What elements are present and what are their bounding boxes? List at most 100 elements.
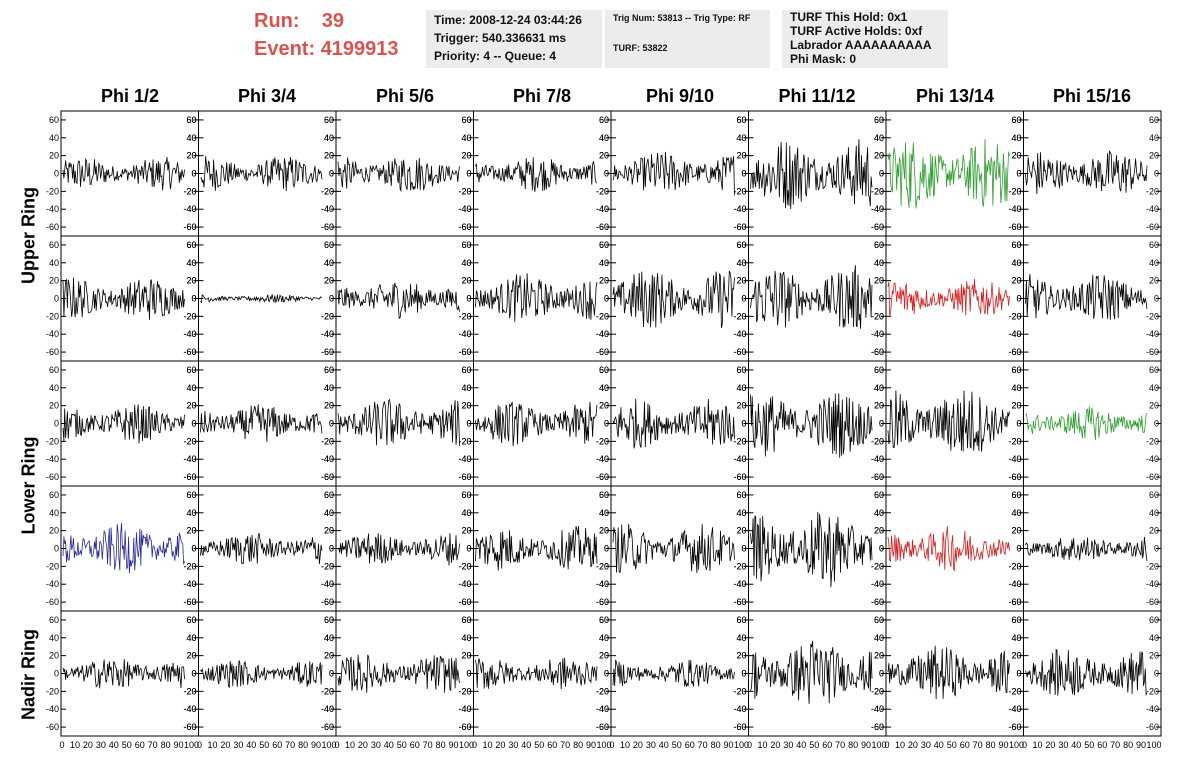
x-tick-label: 30 <box>1058 740 1068 750</box>
y-tick-label: 20 <box>186 651 196 661</box>
panel-r4-c5: -60 -60 -40 -40 -20 -20 0 0 20 20 40 40 60 60 <box>596 485 749 612</box>
y-tick-label: 0 <box>1016 294 1021 304</box>
y-tick-label: -60 <box>321 722 334 732</box>
y-tick-label: -20 <box>46 186 59 196</box>
y-tick-label-right: -40 <box>1146 704 1159 714</box>
y-tick-label-right: -40 <box>733 204 746 214</box>
x-tick-label: 80 <box>298 740 308 750</box>
y-tick-label-right: 60 <box>736 365 746 375</box>
y-tick-label: -20 <box>871 686 884 696</box>
y-tick-label-right: -60 <box>458 722 471 732</box>
y-tick-label: -60 <box>871 222 884 232</box>
y-tick-label-right: 40 <box>461 633 471 643</box>
y-tick-label: -60 <box>458 472 471 482</box>
waveform-trace <box>62 156 185 191</box>
panel-r3-c8: -60 -60 -40 -40 -20 -20 0 0 20 20 40 40 60 60 <box>1008 360 1162 487</box>
y-tick-label: -20 <box>458 686 471 696</box>
y-tick-label-right: 20 <box>874 151 884 161</box>
y-tick-label-right: -20 <box>321 311 334 321</box>
y-tick-label-right: -20 <box>871 186 884 196</box>
y-tick-label: 60 <box>599 615 609 625</box>
y-tick-label-right: -60 <box>596 222 609 232</box>
y-tick-label: -40 <box>46 329 59 339</box>
y-tick-label: 0 <box>191 419 196 429</box>
y-tick-label: -40 <box>1008 454 1021 464</box>
y-tick-label: 60 <box>324 490 334 500</box>
y-tick-label: 20 <box>599 651 609 661</box>
y-tick-label: 0 <box>329 419 334 429</box>
y-tick-label: -60 <box>183 472 196 482</box>
waveform-trace <box>750 511 873 588</box>
y-tick-label: 40 <box>599 508 609 518</box>
y-tick-label-right: -60 <box>1008 222 1021 232</box>
y-tick-label-right: 0 <box>1154 419 1159 429</box>
y-tick-label-right: 60 <box>1011 490 1021 500</box>
y-tick-label-right: -60 <box>733 472 746 482</box>
y-tick-label: 40 <box>324 133 334 143</box>
y-tick-label-right: -40 <box>871 579 884 589</box>
y-tick-label: 40 <box>874 383 884 393</box>
y-tick-label: -40 <box>1008 329 1021 339</box>
panel-r2-c5: -60 -60 -40 -40 -20 -20 0 0 20 20 40 40 60 60 <box>596 235 749 362</box>
y-tick-label: -20 <box>1008 436 1021 446</box>
waveform-trace <box>750 393 873 458</box>
y-tick-label: 0 <box>329 169 334 179</box>
panel-r1-c6: -60 -60 -40 -40 -20 -20 0 0 20 20 40 40 60 60 <box>733 110 887 237</box>
x-tick-label: 90 <box>449 740 459 750</box>
y-tick-label: 60 <box>874 240 884 250</box>
y-tick-label-right: -20 <box>321 686 334 696</box>
y-tick-label: 60 <box>461 365 471 375</box>
x-tick-label: 70 <box>1110 740 1120 750</box>
y-tick-label: 40 <box>1011 383 1021 393</box>
y-tick-label-right: 60 <box>736 490 746 500</box>
y-tick-label: 20 <box>1011 276 1021 286</box>
y-tick-label-right: 0 <box>329 169 334 179</box>
y-tick-label: 60 <box>874 615 884 625</box>
y-tick-label: -60 <box>733 722 746 732</box>
y-tick-label: -60 <box>183 722 196 732</box>
waveform-trace <box>200 660 323 688</box>
x-tick-label: 20 <box>358 740 368 750</box>
x-tick-label: 90 <box>1136 740 1146 750</box>
y-tick-label: 60 <box>461 490 471 500</box>
col-header-phi-15-16: Phi 15/16 <box>1052 86 1132 106</box>
y-tick-label: 40 <box>1011 133 1021 143</box>
x-tick-label: 20 <box>83 740 93 750</box>
y-tick-label: 0 <box>604 544 609 554</box>
y-tick-label: 60 <box>736 615 746 625</box>
y-tick-label: 60 <box>324 240 334 250</box>
y-tick-label-right: 0 <box>466 544 471 554</box>
y-tick-label: 20 <box>736 401 746 411</box>
y-tick-label-right: -40 <box>183 329 196 339</box>
y-tick-label: 40 <box>186 633 196 643</box>
y-tick-label-right: -20 <box>1008 561 1021 571</box>
y-tick-label-right: 60 <box>599 615 609 625</box>
x-tick-label: 80 <box>161 740 171 750</box>
y-tick-label: -60 <box>458 222 471 232</box>
col-header-phi-1-2: Phi 1/2 <box>100 86 160 106</box>
y-tick-label-right: -20 <box>733 561 746 571</box>
y-tick-label-right: 60 <box>1149 115 1159 125</box>
y-tick-label-right: 60 <box>599 240 609 250</box>
y-tick-label: -40 <box>458 704 471 714</box>
x-tick-label: 70 <box>423 740 433 750</box>
y-tick-label: 20 <box>599 526 609 536</box>
x-tick-label: 90 <box>586 740 596 750</box>
y-tick-label-right: 40 <box>1011 508 1021 518</box>
y-tick-label-right: 40 <box>599 383 609 393</box>
col-header-phi-5-6: Phi 5/6 <box>375 86 435 106</box>
y-tick-label-right: -40 <box>1008 329 1021 339</box>
y-tick-label: 0 <box>1016 669 1021 679</box>
panel-r3-c2: -60 -60 -40 -40 -20 -20 0 0 20 20 40 40 60 60 <box>183 360 337 487</box>
y-tick-label-right: -60 <box>183 472 196 482</box>
waveform-trace <box>1025 536 1148 561</box>
run-label: Run: 39 <box>254 10 345 32</box>
y-tick-label: -60 <box>46 222 59 232</box>
y-tick-label: -40 <box>733 204 746 214</box>
y-tick-label: 40 <box>1011 508 1021 518</box>
y-tick-label: -20 <box>321 561 334 571</box>
panel-frame <box>1023 485 1162 612</box>
y-tick-label-right: 20 <box>324 401 334 411</box>
